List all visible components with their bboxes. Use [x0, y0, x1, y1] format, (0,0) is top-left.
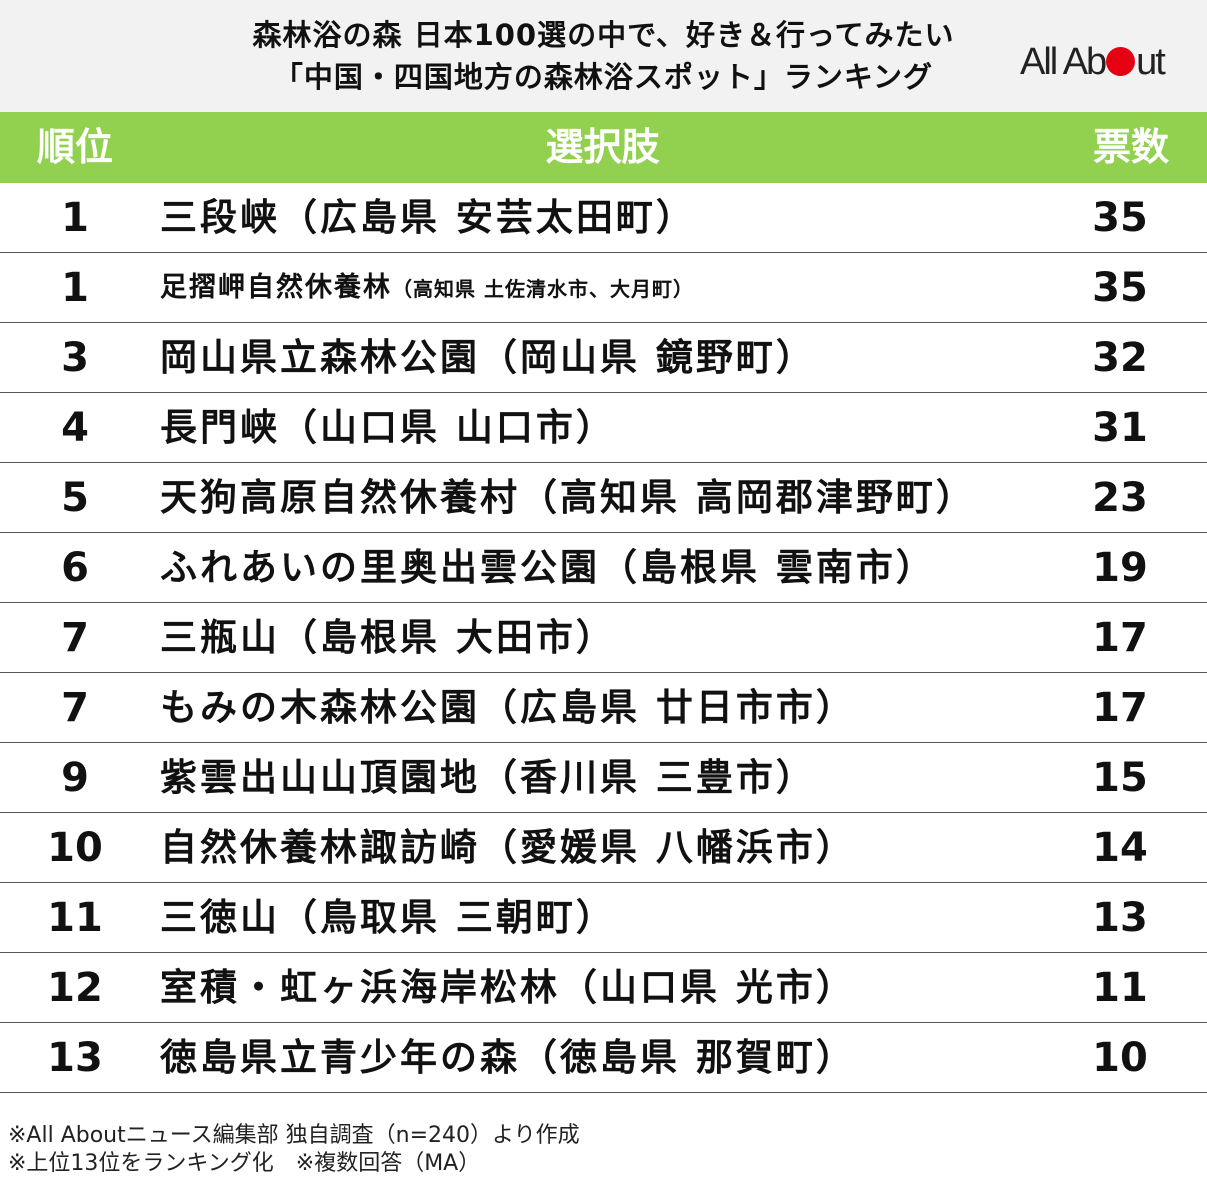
table-row: 13 徳島県立青少年の森（徳島県 那賀町） 10	[0, 1023, 1207, 1093]
row-name: 三徳山（鳥取県 三朝町）	[160, 883, 1060, 953]
allabout-logo: All Ab ut	[1020, 38, 1166, 86]
header: 森林浴の森 日本100選の中で、好き＆行ってみたい 「中国・四国地方の森林浴スポ…	[0, 0, 1207, 112]
row-name-main: 長門峡（山口県 山口市）	[160, 406, 616, 449]
row-name: 長門峡（山口県 山口市）	[160, 393, 1060, 463]
row-name-main: 足摺岬自然休養林	[160, 272, 392, 303]
row-name-main: もみの木森林公園（広島県 廿日市市）	[160, 686, 856, 729]
row-votes: 31	[1092, 405, 1148, 451]
row-name-location: （高知県 土佐清水市、大月町）	[392, 277, 694, 301]
table-row: 1 足摺岬自然休養林（高知県 土佐清水市、大月町） 35	[0, 253, 1207, 323]
row-name-main: 岡山県立森林公園（岡山県 鏡野町）	[160, 336, 816, 379]
logo-text-part2: ut	[1136, 41, 1166, 83]
row-votes: 13	[1092, 895, 1148, 941]
row-rank: 3	[61, 335, 89, 381]
row-votes: 10	[1092, 1035, 1148, 1081]
row-rank: 6	[61, 545, 89, 591]
row-rank: 9	[61, 755, 89, 801]
logo-red-dot-icon	[1106, 47, 1136, 76]
footnote-method: ※上位13位をランキング化 ※複数回答（MA）	[8, 1151, 481, 1176]
table-row: 4 長門峡（山口県 山口市） 31	[0, 393, 1207, 463]
row-rank: 1	[61, 195, 89, 241]
table-row: 6 ふれあいの里奥出雲公園（島根県 雲南市） 19	[0, 533, 1207, 603]
table-row: 1 三段峡（広島県 安芸太田町） 35	[0, 183, 1207, 253]
row-name-main: 紫雲出山山頂園地（香川県 三豊市）	[160, 756, 816, 799]
row-name-main: 徳島県立青少年の森（徳島県 那賀町）	[160, 1036, 856, 1079]
row-name-main: 自然休養林諏訪崎（愛媛県 八幡浜市）	[160, 826, 856, 869]
header-choice: 選択肢	[545, 125, 660, 169]
row-rank: 12	[47, 965, 103, 1011]
row-name-main: 三徳山（鳥取県 三朝町）	[160, 896, 616, 939]
page-title: 森林浴の森 日本100選の中で、好き＆行ってみたい 「中国・四国地方の森林浴スポ…	[0, 14, 1207, 98]
table-row: 12 室積・虹ヶ浜海岸松林（山口県 光市） 11	[0, 953, 1207, 1023]
row-votes: 35	[1092, 195, 1148, 241]
table-row: 10 自然休養林諏訪崎（愛媛県 八幡浜市） 14	[0, 813, 1207, 883]
row-votes: 19	[1092, 545, 1148, 591]
table-row: 11 三徳山（鳥取県 三朝町） 13	[0, 883, 1207, 953]
row-name: もみの木森林公園（広島県 廿日市市）	[160, 673, 1060, 743]
title-line-2: 「中国・四国地方の森林浴スポット」ランキング	[273, 60, 934, 94]
footnote-source: ※All Aboutニュース編集部 独自調査（n=240）より作成	[8, 1123, 580, 1148]
row-name-main: 室積・虹ヶ浜海岸松林（山口県 光市）	[160, 966, 856, 1009]
footnotes: ※All Aboutニュース編集部 独自調査（n=240）より作成 ※上位13位…	[8, 1122, 580, 1178]
row-name: 三段峡（広島県 安芸太田町）	[160, 183, 1060, 253]
table-body: 1 三段峡（広島県 安芸太田町） 35 1 足摺岬自然休養林（高知県 土佐清水市、大月町…	[0, 183, 1207, 1093]
table-header: 順位 選択肢 票数	[0, 112, 1207, 183]
row-rank: 7	[61, 685, 89, 731]
row-rank: 10	[47, 825, 103, 871]
row-rank: 7	[61, 615, 89, 661]
row-name-main: ふれあいの里奥出雲公園（島根県 雲南市）	[160, 546, 936, 589]
row-name-main: 三瓶山（島根県 大田市）	[160, 616, 616, 659]
header-rank: 順位	[36, 125, 113, 169]
row-name: 徳島県立青少年の森（徳島県 那賀町）	[160, 1023, 1060, 1093]
row-votes: 35	[1092, 265, 1148, 311]
row-name: 紫雲出山山頂園地（香川県 三豊市）	[160, 743, 1060, 813]
header-votes: 票数	[1092, 125, 1169, 169]
table-row: 9 紫雲出山山頂園地（香川県 三豊市） 15	[0, 743, 1207, 813]
logo-text-part1: All Ab	[1020, 41, 1107, 83]
row-rank: 4	[61, 405, 89, 451]
row-name-main: 三段峡（広島県 安芸太田町）	[160, 196, 696, 239]
table-row: 7 三瓶山（島根県 大田市） 17	[0, 603, 1207, 673]
row-name: 三瓶山（島根県 大田市）	[160, 603, 1060, 673]
row-rank: 11	[47, 895, 103, 941]
table-row: 5 天狗高原自然休養村（高知県 高岡郡津野町） 23	[0, 463, 1207, 533]
title-line-1: 森林浴の森 日本100選の中で、好き＆行ってみたい	[252, 18, 955, 52]
row-name-main: 天狗高原自然休養村（高知県 高岡郡津野町）	[160, 476, 976, 519]
row-votes: 15	[1092, 755, 1148, 801]
row-name: 足摺岬自然休養林（高知県 土佐清水市、大月町）	[160, 253, 1060, 323]
row-name: 岡山県立森林公園（岡山県 鏡野町）	[160, 323, 1060, 393]
row-votes: 17	[1092, 685, 1148, 731]
row-votes: 32	[1092, 335, 1148, 381]
row-rank: 1	[61, 265, 89, 311]
row-rank: 5	[61, 475, 89, 521]
row-name: ふれあいの里奥出雲公園（島根県 雲南市）	[160, 533, 1060, 603]
row-votes: 14	[1092, 825, 1148, 871]
row-name: 天狗高原自然休養村（高知県 高岡郡津野町）	[160, 463, 1060, 533]
table-row: 3 岡山県立森林公園（岡山県 鏡野町） 32	[0, 323, 1207, 393]
row-name: 自然休養林諏訪崎（愛媛県 八幡浜市）	[160, 813, 1060, 883]
row-votes: 23	[1092, 475, 1148, 521]
row-votes: 11	[1092, 965, 1148, 1011]
table-row: 7 もみの木森林公園（広島県 廿日市市） 17	[0, 673, 1207, 743]
row-rank: 13	[47, 1035, 103, 1081]
row-votes: 17	[1092, 615, 1148, 661]
row-name: 室積・虹ヶ浜海岸松林（山口県 光市）	[160, 953, 1060, 1023]
